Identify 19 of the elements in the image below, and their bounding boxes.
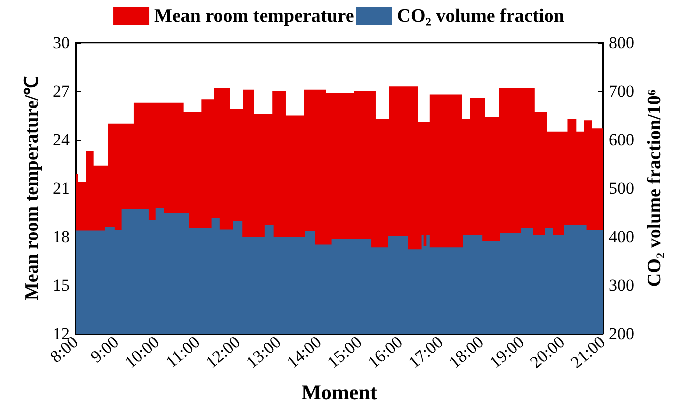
legend-label: Mean room temperature: [154, 6, 354, 27]
y2-tick-label: 500: [609, 179, 634, 198]
y2-tick-label: 300: [609, 276, 634, 295]
y2-tick-label: 800: [609, 34, 634, 52]
y2-tick-label: 200: [609, 324, 634, 344]
y2-axis-title: CO₂ volume fraction/10⁶: [644, 90, 666, 288]
y-tick-label: 30: [53, 34, 70, 52]
y-tick-label: 15: [53, 276, 70, 295]
y-axis-title: Mean room temperature/℃: [22, 76, 44, 301]
x-axis-title: Moment: [302, 380, 378, 404]
y2-tick-label: 700: [609, 82, 634, 101]
y-tick-label: 27: [53, 82, 70, 101]
y2-tick-label: 600: [609, 130, 634, 150]
x-tick-label: 9:00: [87, 332, 123, 367]
y2-tick-label: 400: [609, 228, 634, 246]
legend-label: CO₂ volume fraction: [397, 6, 565, 27]
y-tick-label: 21: [53, 179, 70, 198]
y-tick-label: 18: [53, 228, 70, 246]
y-tick-label: 24: [53, 130, 70, 150]
